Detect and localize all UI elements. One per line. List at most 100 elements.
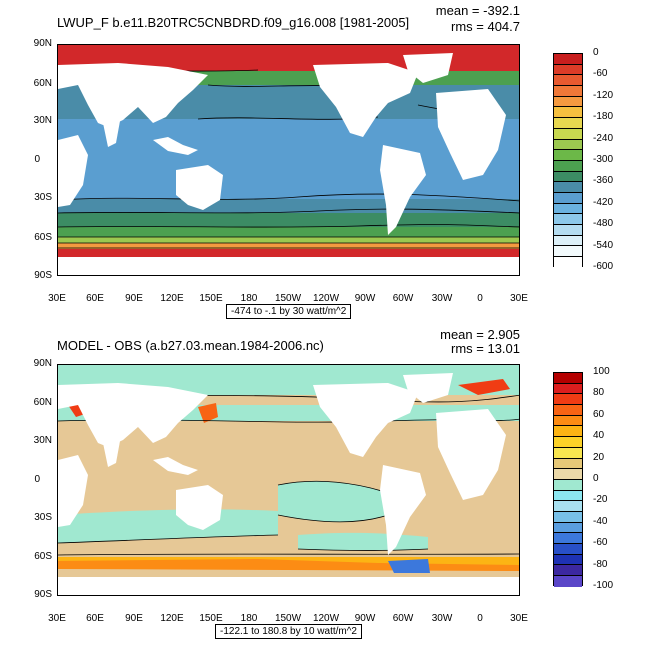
- bottom-colorbar-segment: [554, 576, 582, 587]
- bottom-colorbar-label: 20: [593, 451, 605, 463]
- bottom-lon-90e: 90E: [125, 613, 143, 624]
- top-colorbar-label: -300: [593, 154, 614, 165]
- bottom-panel-rms: rms = 13.01: [450, 341, 520, 356]
- bottom-map: [57, 364, 520, 596]
- bottom-colorbar-label: -100: [593, 580, 614, 591]
- bottom-colorbar-segment: [554, 533, 582, 544]
- bottom-colorbar-segment: [554, 544, 582, 555]
- bottom-lon-90w: 90W: [354, 613, 376, 624]
- bottom-colorbar-label: 60: [593, 408, 605, 420]
- top-lat-30n: 30N: [33, 115, 52, 126]
- top-colorbar-segment: [554, 107, 582, 119]
- top-colorbar-segment: [554, 214, 582, 225]
- top-map: [57, 44, 520, 276]
- bottom-lon-30w: 30W: [431, 613, 453, 624]
- top-colorbar-label: -360: [593, 175, 614, 187]
- top-colorbar-segment: [554, 96, 582, 108]
- top-colorbar-segment: [554, 192, 582, 204]
- top-lon-60e: 60E: [86, 293, 104, 304]
- bottom-colorbar-label: -60: [593, 537, 608, 549]
- top-lat-60n: 60N: [33, 78, 52, 89]
- top-colorbar-label: -60: [593, 68, 608, 80]
- bottom-lat-90n: 90N: [33, 358, 52, 369]
- bottom-colorbar-segment: [554, 447, 582, 459]
- top-contour-note: -474 to -.1 by 30 watt/m^2: [226, 304, 352, 319]
- top-lon-30w: 30W: [431, 293, 453, 304]
- top-colorbar-label: -180: [593, 111, 614, 123]
- top-lon-60w: 60W: [392, 293, 414, 304]
- bottom-lon-0: 0: [477, 613, 483, 624]
- bottom-panel: MODEL - OBS (a.b27.03.mean.1984-2006.nc)…: [0, 324, 648, 648]
- top-panel-title: LWUP_F b.e11.B20TRC5CNBDRD.f09_g16.008 […: [57, 15, 410, 30]
- top-lat-0: 0: [34, 154, 40, 165]
- bottom-colorbar-label: -80: [593, 558, 608, 570]
- top-colorbar-segment: [554, 75, 582, 87]
- top-lon-90e: 90E: [125, 293, 143, 304]
- bottom-lon-30e-right: 30E: [510, 613, 528, 624]
- top-colorbar-label: -600: [593, 261, 614, 272]
- top-colorbar-segment: [554, 86, 582, 97]
- bottom-colorbar-segment: [554, 405, 582, 416]
- bottom-lon-60w: 60W: [392, 613, 414, 624]
- bottom-colorbar-segment: [554, 458, 582, 470]
- top-colorbar-segment: [554, 257, 582, 268]
- top-colorbar-label: -240: [593, 132, 614, 144]
- top-lon-120e: 120E: [160, 293, 184, 304]
- top-colorbar-segment: [554, 225, 582, 236]
- bottom-colorbar-segment: [554, 565, 582, 577]
- bottom-colorbar-segment: [554, 522, 582, 534]
- bottom-colorbar-segment: [554, 479, 582, 491]
- bottom-colorbar-segment: [554, 383, 582, 395]
- top-colorbar-segment: [554, 235, 582, 247]
- top-lon-150e: 150E: [199, 293, 223, 304]
- bottom-colorbar-segment: [554, 415, 582, 427]
- top-colorbar-label: -120: [593, 89, 614, 101]
- bottom-lat-30s: 30S: [34, 512, 52, 523]
- top-colorbar-segment: [554, 139, 582, 151]
- top-lon-30e: 30E: [48, 293, 66, 304]
- top-lon-180: 180: [240, 293, 258, 304]
- bottom-colorbar-segment: [554, 437, 582, 448]
- bottom-lon-60e: 60E: [86, 613, 104, 624]
- bottom-lon-150e: 150E: [199, 613, 223, 624]
- top-panel: LWUP_F b.e11.B20TRC5CNBDRD.f09_g16.008 […: [0, 0, 648, 324]
- top-colorbar: [553, 53, 583, 268]
- top-colorbar-segment: [554, 171, 582, 183]
- top-colorbar-segment: [554, 64, 582, 76]
- bottom-colorbar: [553, 372, 583, 587]
- bottom-lat-60n: 60N: [33, 397, 52, 408]
- top-colorbar-label: -480: [593, 218, 614, 230]
- top-panel-rms: rms = 404.7: [450, 19, 520, 34]
- top-lat-90s: 90S: [34, 270, 52, 281]
- bottom-lon-30e: 30E: [48, 613, 66, 624]
- bottom-contour-note: -122.1 to 180.8 by 10 watt/m^2: [215, 624, 362, 639]
- top-colorbar-segment: [554, 150, 582, 161]
- bottom-lat-0: 0: [34, 474, 40, 485]
- top-colorbar-segment: [554, 182, 582, 193]
- bottom-colorbar-label: 80: [593, 387, 605, 399]
- bottom-colorbar-segment: [554, 490, 582, 502]
- bottom-lon-120e: 120E: [160, 613, 184, 624]
- bottom-colorbar-label: 40: [593, 430, 605, 442]
- bottom-lat-90s: 90S: [34, 589, 52, 600]
- top-colorbar-segment: [554, 160, 582, 172]
- top-lon-30e-right: 30E: [510, 293, 528, 304]
- bottom-colorbar-segment: [554, 501, 582, 512]
- top-colorbar-segment: [554, 246, 582, 258]
- bottom-colorbar-segment: [554, 426, 582, 438]
- top-colorbar-segment: [554, 203, 582, 215]
- top-map-field: [58, 45, 519, 275]
- bottom-colorbar-segment: [554, 469, 582, 480]
- bottom-colorbar-segment: [554, 373, 582, 384]
- bottom-lat-60s: 60S: [34, 551, 52, 562]
- bottom-colorbar-label: 0: [593, 473, 599, 484]
- bottom-lat-30n: 30N: [33, 435, 52, 446]
- bottom-colorbar-label: -20: [593, 494, 608, 506]
- bottom-colorbar-segment: [554, 554, 582, 566]
- top-colorbar-label: -420: [593, 196, 614, 208]
- top-colorbar-label: -540: [593, 239, 614, 251]
- bottom-colorbar-label: 100: [593, 366, 610, 377]
- bottom-panel-title: MODEL - OBS (a.b27.03.mean.1984-2006.nc): [57, 338, 324, 353]
- top-lat-90n: 90N: [33, 38, 52, 49]
- top-colorbar-segment: [554, 54, 582, 65]
